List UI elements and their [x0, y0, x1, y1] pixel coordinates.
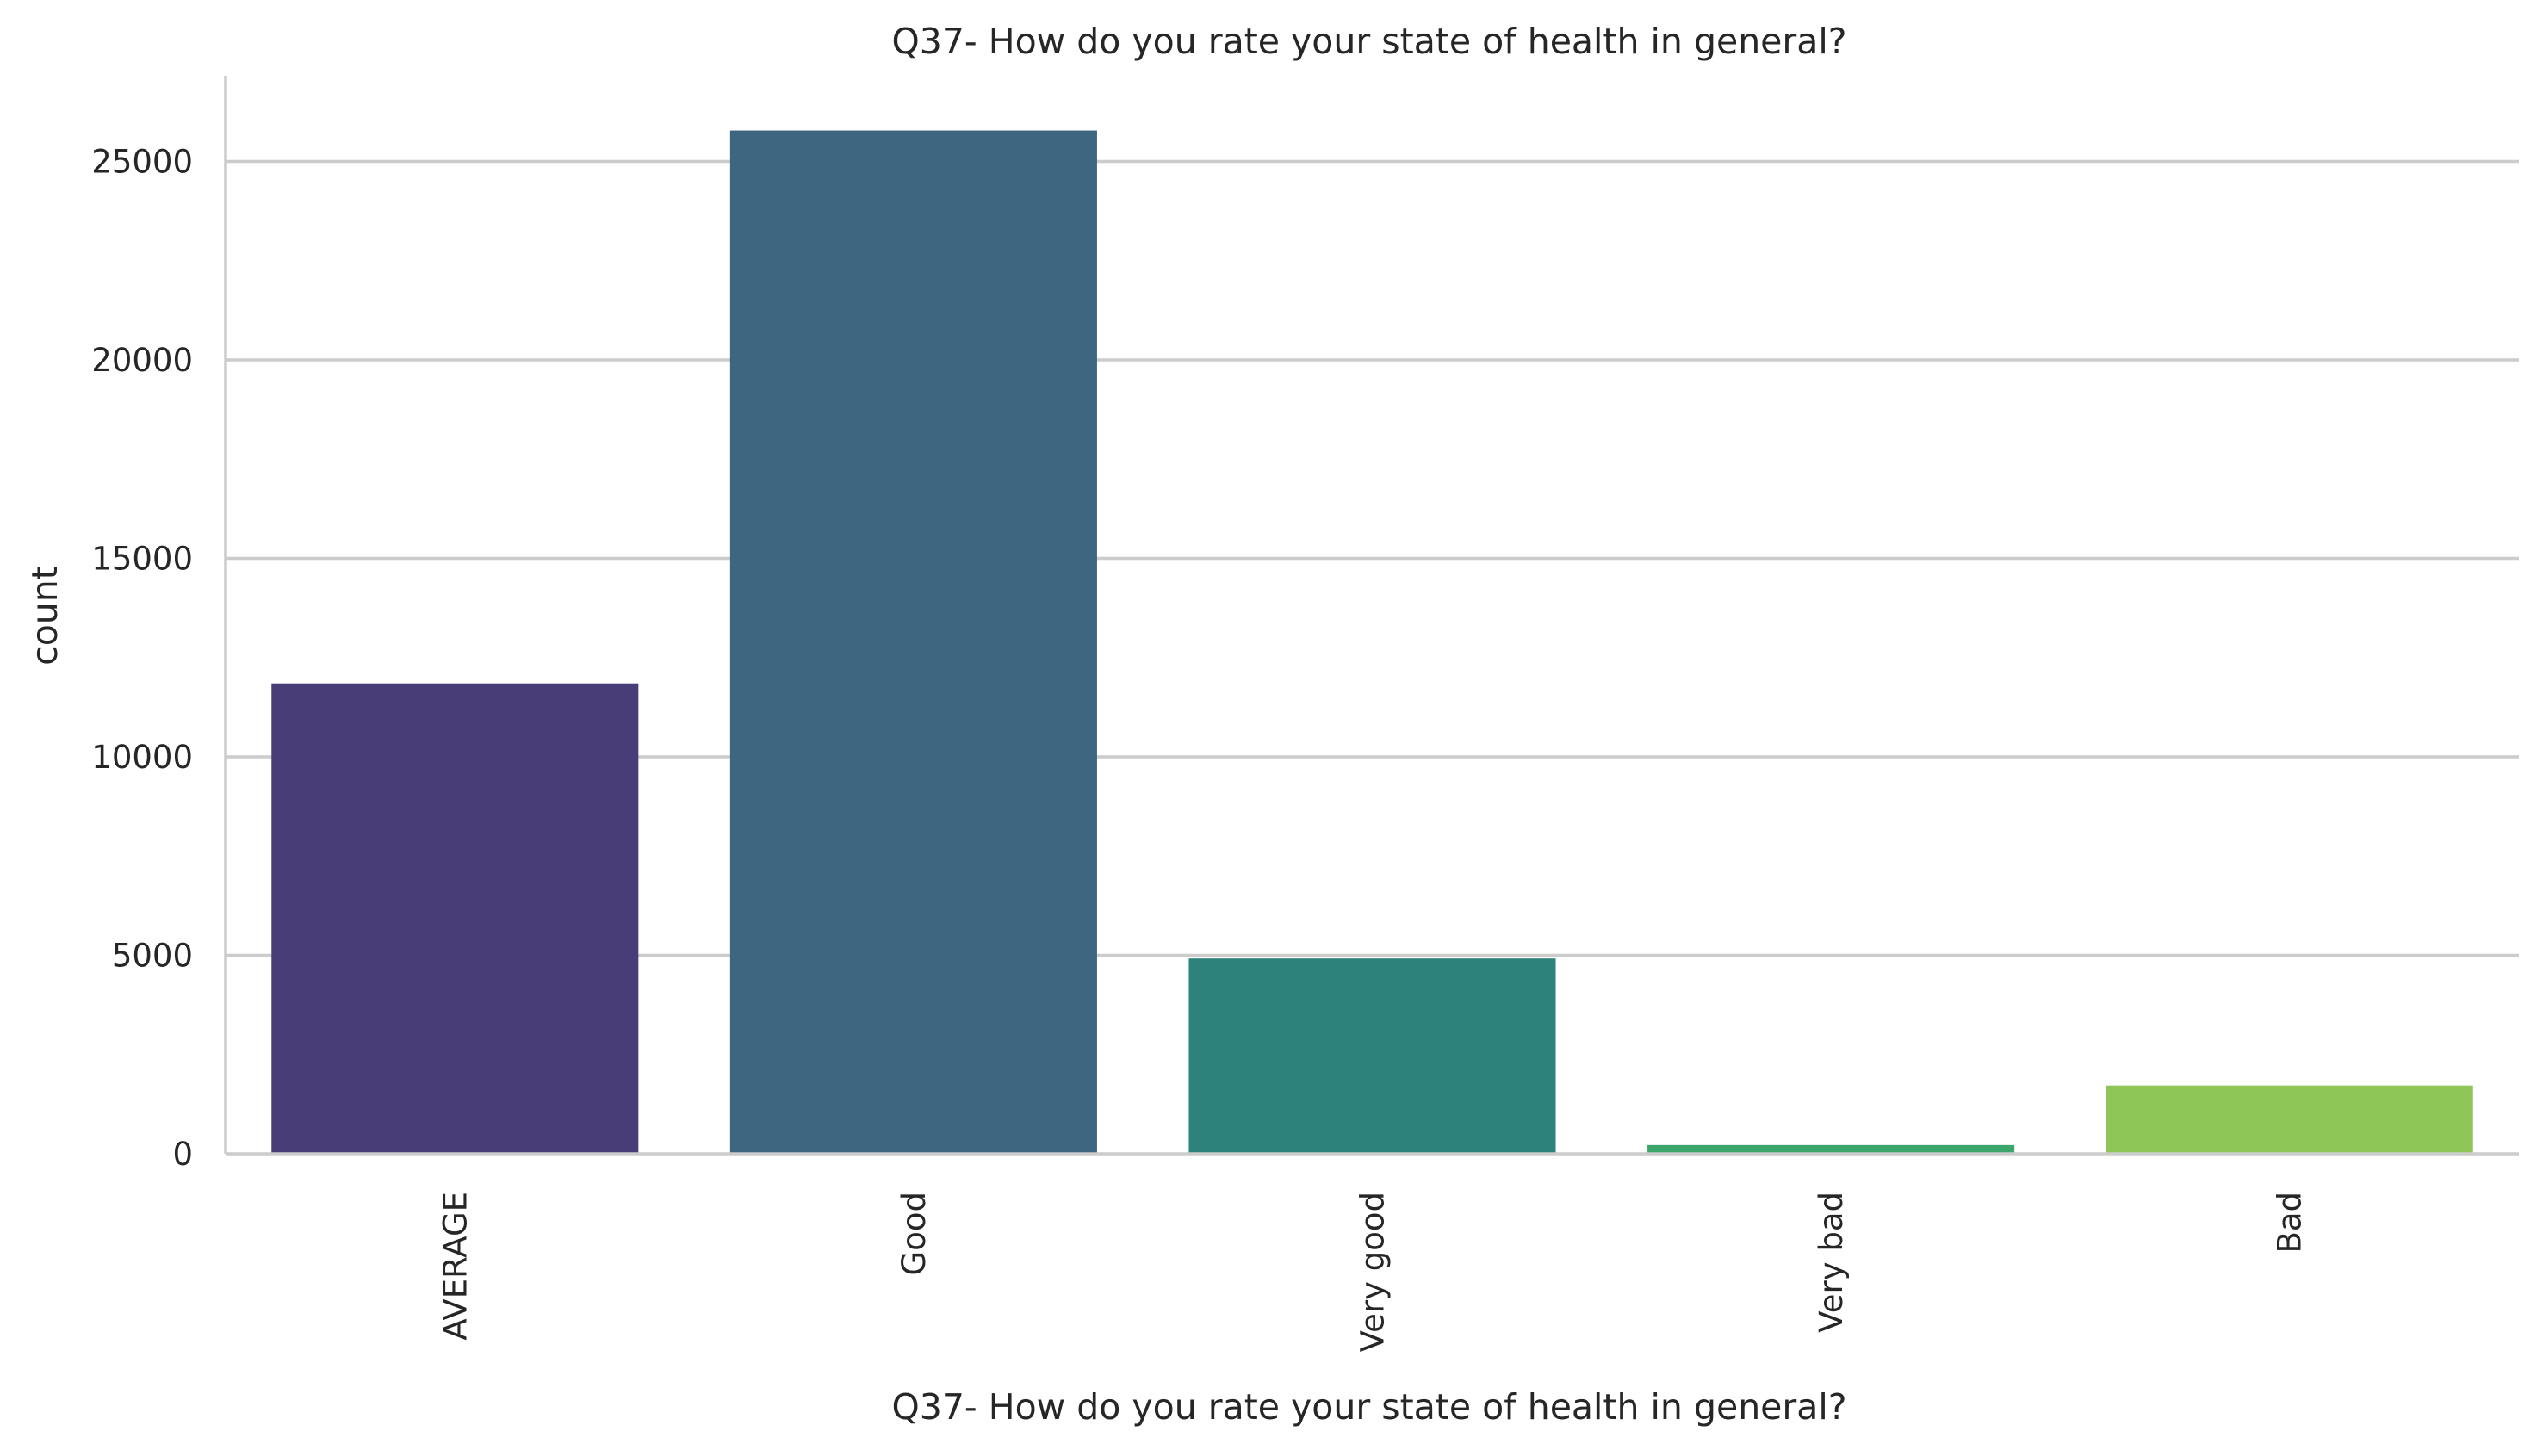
y-tick-label: 0 — [172, 1136, 193, 1173]
bar-average — [271, 683, 639, 1154]
chart-title: Q37- How do you rate your state of healt… — [891, 21, 1846, 62]
y-tick-label: 15000 — [91, 541, 193, 578]
x-tick-label: Good — [896, 1192, 933, 1275]
bars — [271, 130, 2473, 1155]
y-tick-label: 20000 — [91, 342, 193, 379]
y-tick-label: 5000 — [112, 938, 193, 975]
x-axis-label: Q37- How do you rate your state of healt… — [891, 1386, 1846, 1428]
bar-good — [729, 130, 1097, 1155]
x-tick-label: Bad — [2272, 1192, 2309, 1254]
bar-very-good — [1188, 958, 1556, 1154]
y-tick-label: 25000 — [91, 144, 193, 181]
bar-very-bad — [1647, 1144, 2015, 1154]
x-tick-label: Very bad — [1813, 1192, 1850, 1333]
y-axis-label: count — [24, 566, 65, 666]
x-tick-labels: AVERAGE Good Very good Very bad Bad — [437, 1192, 2308, 1352]
x-tick-label: AVERAGE — [437, 1192, 474, 1341]
bar-bad — [2106, 1085, 2473, 1154]
y-tick-label: 10000 — [91, 739, 193, 776]
x-tick-label: Very good — [1355, 1192, 1392, 1352]
y-tick-labels: 0 5000 10000 15000 20000 25000 — [91, 144, 193, 1174]
